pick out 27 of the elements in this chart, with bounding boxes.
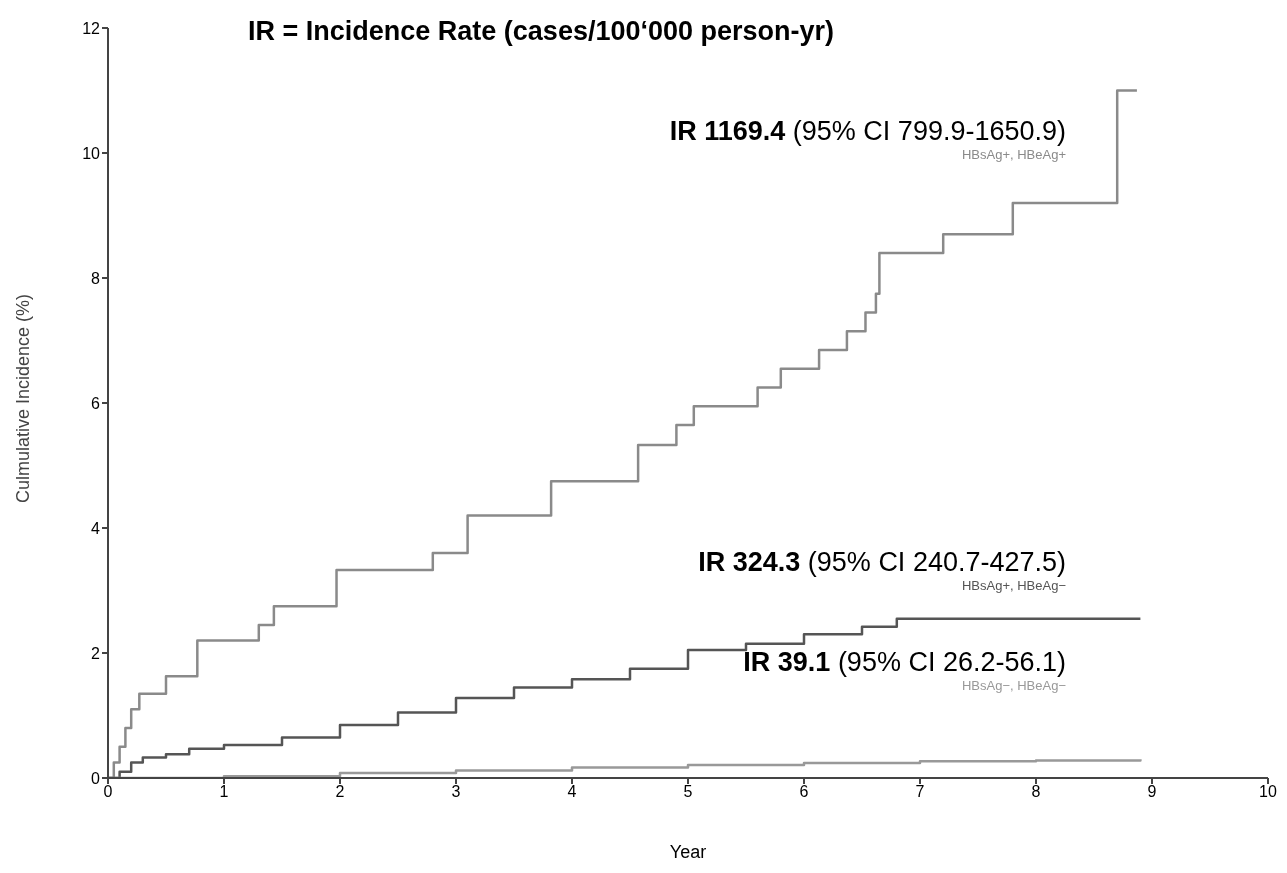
x-tick-label: 8	[1031, 783, 1041, 801]
x-tick-label: 0	[103, 783, 113, 801]
x-tick-label: 4	[567, 783, 577, 801]
annotation: IR 39.1 (95% CI 26.2-56.1)	[743, 646, 1066, 678]
y-tick-label: 8	[91, 269, 101, 287]
y-tick-label: 10	[82, 144, 101, 162]
x-tick-label: 10	[1259, 783, 1277, 801]
chart-title: IR = Incidence Rate (cases/100‘000 person-yr)	[248, 16, 835, 47]
x-tick-label: 3	[451, 783, 461, 801]
x-tick-label: 1	[219, 783, 229, 801]
x-tick-label: 2	[335, 783, 345, 801]
x-tick-label: 9	[1147, 783, 1157, 801]
text: HBsAg−, HBeAg−	[960, 677, 1066, 693]
y-tick-label: 0	[91, 769, 101, 787]
x-axis-title: Year	[669, 842, 707, 862]
y-axis-title: Culmulative Incidence (%)	[13, 293, 34, 503]
series-label: HBsAg+, HBeAg−	[960, 577, 1066, 593]
x-tick-label: 6	[799, 783, 809, 801]
y-tick-label: 2	[91, 644, 101, 662]
x-tick-label: 5	[683, 783, 693, 801]
y-tick-label: 6	[91, 394, 101, 412]
x-tick-label: 7	[915, 783, 925, 801]
annotation: IR 1169.4 (95% CI 799.9-1650.9)	[669, 115, 1066, 147]
y-tick-label: 12	[82, 19, 101, 37]
text: HBsAg+, HBeAg+	[960, 146, 1066, 162]
annotation: IR 324.3 (95% CI 240.7-427.5)	[698, 546, 1066, 578]
y-tick-label: 4	[91, 519, 101, 537]
